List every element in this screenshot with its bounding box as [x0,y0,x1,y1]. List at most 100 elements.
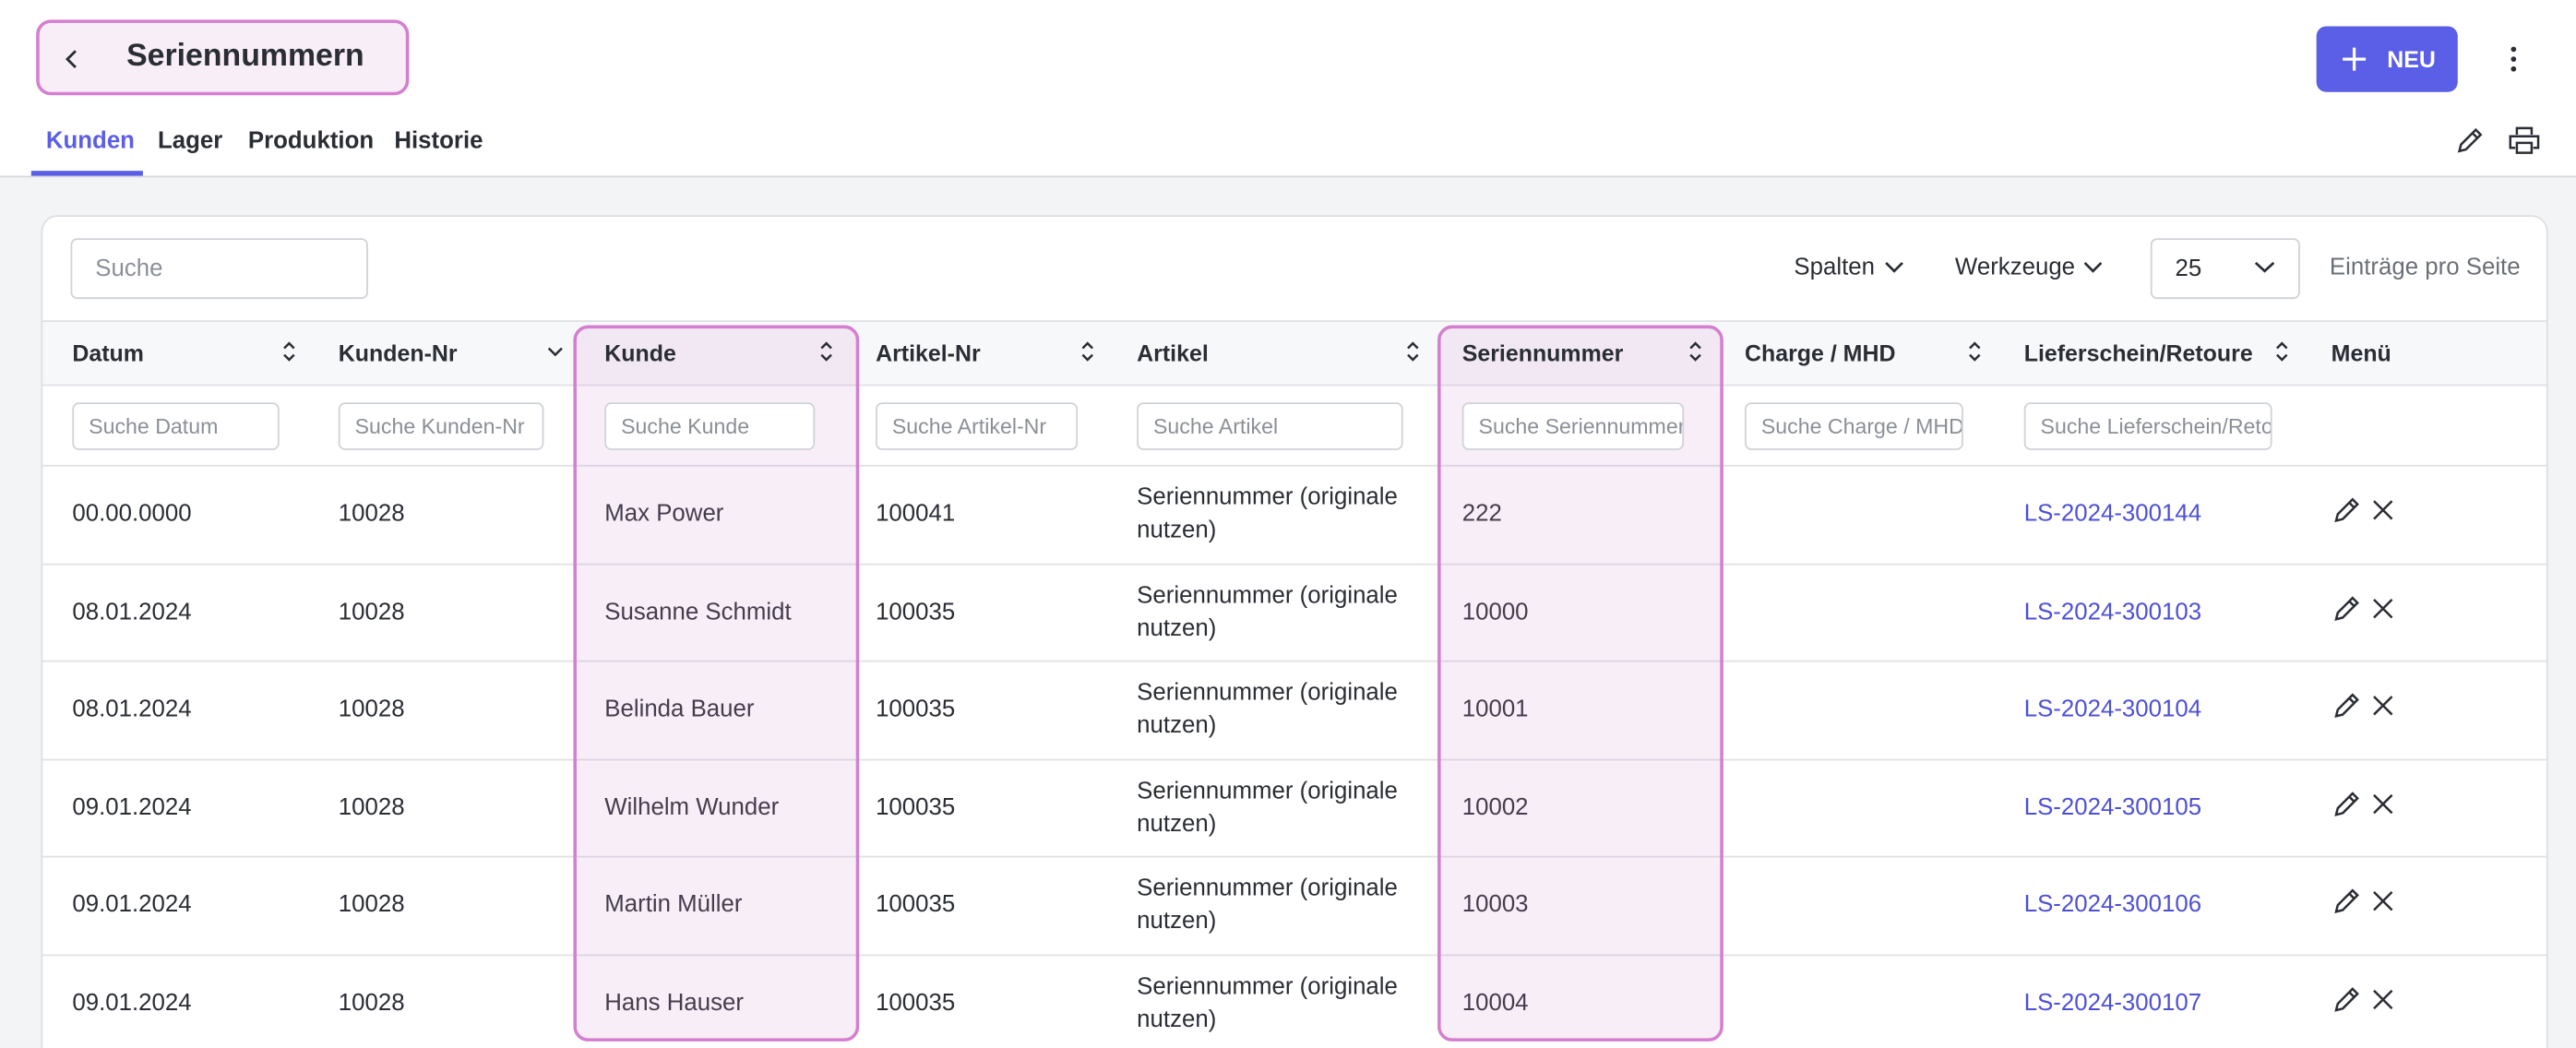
divider [42,464,2546,467]
filter-input[interactable]: Suche Charge / MHD [1745,402,1963,450]
filter-input[interactable]: Suche Kunden-Nr [338,402,544,450]
table-cell: 100035 [876,892,956,920]
filter-input[interactable]: Suche Artikel [1137,402,1403,450]
filter-input[interactable]: Suche Artikel-Nr [876,402,1079,450]
divider [42,758,2546,761]
table-cell: 10028 [338,599,405,625]
sort-icon[interactable] [2273,341,2290,362]
divider [42,320,2546,322]
divider [42,661,2546,662]
filter-input[interactable]: Suche Kunde [604,402,816,450]
edit-icon[interactable] [2332,594,2360,622]
table-cell: 222 [1461,501,1502,528]
table-cell: Belinda Bauer [604,697,755,723]
tab-underline [30,171,143,176]
table-cell: Hans Hauser [604,990,744,1018]
column-header[interactable]: Datum [72,339,144,367]
filter-input[interactable]: Suche Seriennummer [1461,402,1685,450]
delivery-link[interactable]: LS-2024-300104 [2023,697,2202,723]
edit-icon[interactable] [2332,790,2360,817]
tab[interactable]: Lager [157,127,223,155]
table-cell: 08.01.2024 [72,697,192,723]
page-size-label: Einträge pro Seite [2329,254,2521,281]
sort-icon[interactable] [1966,341,1983,362]
sort-icon[interactable] [1404,341,1421,362]
delete-icon[interactable] [2372,891,2393,912]
column-header[interactable]: Lieferschein/Retoure [2023,339,2253,367]
table-cell: Seriennummer (originale nutzen) [1137,582,1398,642]
sort-icon[interactable] [280,341,297,362]
table-cell: 100035 [876,599,956,625]
table-cell: 100035 [876,794,956,821]
table-cell: 10028 [338,501,405,528]
columns-menu[interactable]: Spalten [1794,255,1875,280]
table-cell: 10028 [338,794,405,821]
table-cell: Wilhelm Wunder [604,794,780,821]
delete-icon[interactable] [2372,597,2393,618]
sort-icon[interactable] [818,341,835,362]
new-button[interactable]: NEU [2316,26,2458,92]
back-icon[interactable] [63,48,82,71]
column-header[interactable]: Kunde [604,339,676,367]
table-cell: 10001 [1461,697,1529,723]
label: Werkzeuge [1954,254,2076,281]
tools-menu[interactable]: Werkzeuge [1955,255,2075,280]
column-header[interactable]: Seriennummer [1461,339,1624,367]
plus-icon [2343,47,2367,71]
search-input[interactable]: Suche [70,238,368,300]
header-row [42,320,2546,385]
filter-input[interactable]: Suche Datum [72,402,280,450]
divider [42,954,2546,957]
table-cell: 10002 [1461,794,1529,821]
delivery-link[interactable]: LS-2024-300105 [2023,794,2202,821]
column-header[interactable]: Charge / MHD [1745,339,1896,367]
filter-input[interactable]: Suche Lieferschein/Retoure [2023,402,2272,450]
table-cell: 10028 [338,697,405,723]
more-icon[interactable] [2509,46,2519,72]
divider [42,856,2546,859]
chevron [2083,261,2103,273]
table-cell: 09.01.2024 [72,990,192,1018]
page-size-select[interactable]: 25 [2150,238,2300,300]
highlight [36,19,410,96]
edit-icon[interactable] [2332,985,2360,1013]
table-cell: Martin Müller [604,892,743,920]
delete-icon[interactable] [2372,499,2393,520]
print-icon[interactable] [2509,126,2540,154]
table-cell: 10028 [338,990,405,1018]
tab[interactable]: Produktion [247,127,375,155]
delivery-link[interactable]: LS-2024-300103 [2023,599,2202,625]
column-header[interactable]: Kunden-Nr [338,339,458,367]
sort-icon[interactable] [547,345,564,364]
column-header[interactable]: Artikel-Nr [876,339,981,367]
table-cell: Seriennummer (originale nutzen) [1137,484,1398,544]
edit-icon[interactable] [2332,496,2360,524]
delete-icon[interactable] [2372,989,2393,1010]
sort-icon[interactable] [1688,341,1704,362]
edit-icon[interactable] [2456,126,2484,154]
table-card: Suche Spalten Werkzeuge 25 Einträge pro … [41,215,2548,1048]
delivery-link[interactable]: LS-2024-300107 [2023,990,2202,1018]
table-cell: Seriennummer (originale nutzen) [1137,680,1398,740]
column-header[interactable]: Menü [2331,339,2391,367]
top-bar: Seriennummern Kunden Lager Produktion Hi… [0,0,2576,178]
sort-icon[interactable] [1079,341,1096,362]
tab[interactable]: Kunden [45,127,135,155]
delivery-link[interactable]: LS-2024-300106 [2023,892,2202,920]
edit-icon[interactable] [2332,887,2360,915]
table-cell: 10028 [338,892,405,920]
page-title: Seriennummern [126,39,364,75]
table-cell: 10004 [1461,990,1529,1018]
table-cell: 09.01.2024 [72,794,192,821]
divider [42,563,2546,565]
chevron [1885,261,1903,273]
delivery-link[interactable]: LS-2024-300144 [2023,501,2202,528]
edit-icon[interactable] [2332,692,2360,720]
delete-icon[interactable] [2372,696,2393,717]
table-cell: 100041 [876,501,956,528]
tab[interactable]: Historie [394,127,483,155]
table-cell: 100035 [876,697,956,723]
delete-icon[interactable] [2372,793,2393,815]
column-header[interactable]: Artikel [1137,339,1209,367]
